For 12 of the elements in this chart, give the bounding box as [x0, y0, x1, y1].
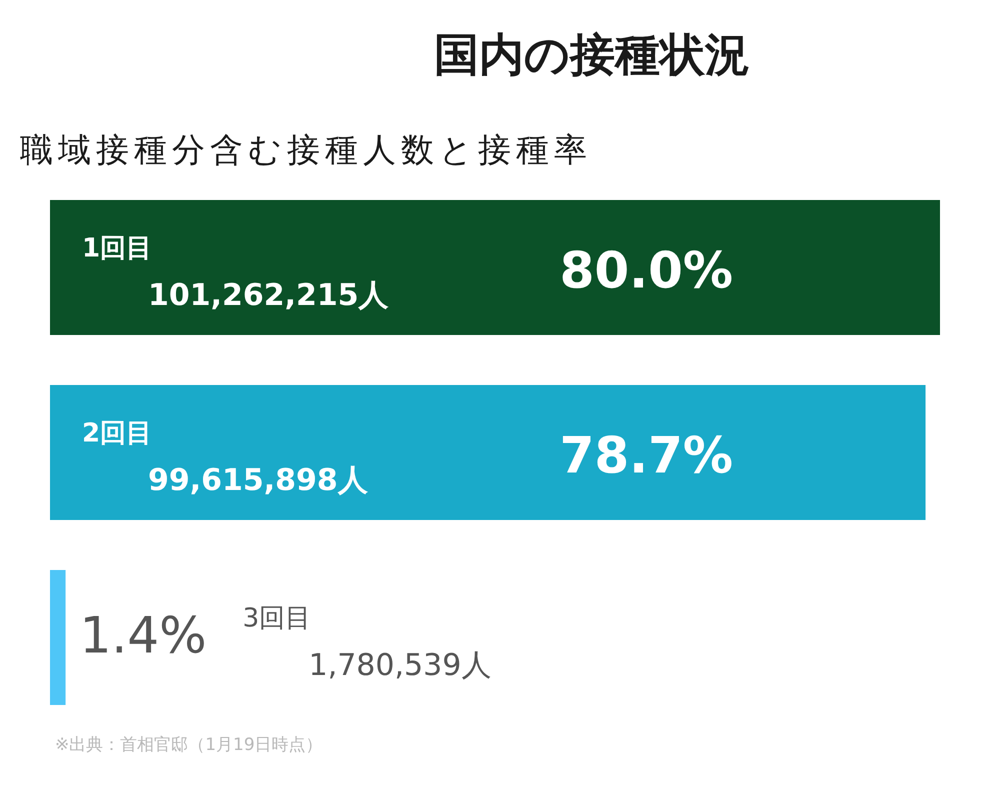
y-tick-label: 3回目: [242, 604, 312, 634]
chart-title: 国内の接種状況: [433, 28, 751, 82]
y-tick-label: 1回目: [82, 234, 152, 264]
data-label: 78.7%: [560, 426, 734, 484]
data-label: 80.0%: [560, 241, 734, 300]
chart-subtitle: 職域接種分含む接種人数と接種率: [20, 130, 592, 170]
data-label: 1.4%: [80, 606, 207, 664]
annotation: 1,780,539人: [308, 648, 492, 683]
annotation: 101,262,215人: [148, 278, 390, 313]
y-tick-label: 2回目: [82, 418, 152, 449]
text: ※出典：首相官邸（1月19日時点）: [55, 734, 323, 756]
annotation: 99,615,898人: [148, 462, 369, 498]
